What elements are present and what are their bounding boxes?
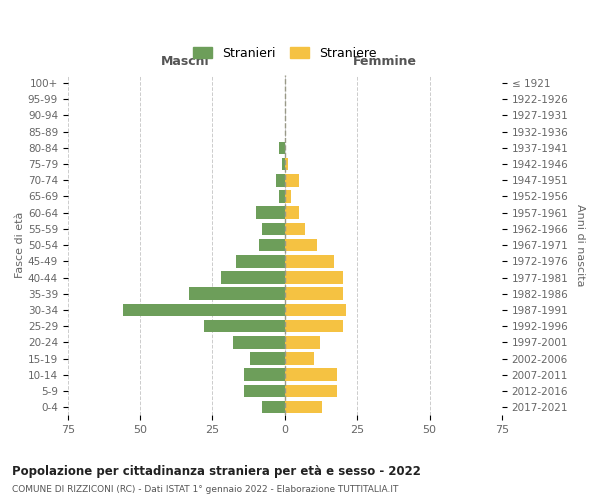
Bar	[262, 401, 285, 413]
Bar	[276, 174, 285, 186]
Bar	[285, 271, 343, 284]
Text: Maschi: Maschi	[161, 55, 209, 68]
Bar	[123, 304, 285, 316]
Text: Femmine: Femmine	[353, 55, 416, 68]
Bar	[279, 190, 285, 203]
Bar	[285, 304, 346, 316]
Bar	[285, 206, 299, 219]
Bar	[221, 271, 285, 284]
Bar	[285, 222, 305, 235]
Bar	[190, 288, 285, 300]
Legend: Stranieri, Straniere: Stranieri, Straniere	[187, 40, 383, 66]
Text: Popolazione per cittadinanza straniera per età e sesso - 2022: Popolazione per cittadinanza straniera p…	[12, 465, 421, 478]
Bar	[250, 352, 285, 365]
Bar	[259, 239, 285, 252]
Bar	[285, 255, 334, 268]
Bar	[244, 384, 285, 398]
Y-axis label: Fasce di età: Fasce di età	[15, 212, 25, 278]
Bar	[285, 158, 287, 170]
Bar	[262, 222, 285, 235]
Text: COMUNE DI RIZZICONI (RC) - Dati ISTAT 1° gennaio 2022 - Elaborazione TUTTITALIA.: COMUNE DI RIZZICONI (RC) - Dati ISTAT 1°…	[12, 485, 398, 494]
Bar	[236, 255, 285, 268]
Bar	[256, 206, 285, 219]
Bar	[285, 320, 343, 332]
Bar	[285, 401, 322, 413]
Bar	[285, 352, 314, 365]
Bar	[285, 174, 299, 186]
Bar	[285, 288, 343, 300]
Bar	[285, 239, 317, 252]
Bar	[279, 142, 285, 154]
Bar	[204, 320, 285, 332]
Bar	[285, 368, 337, 381]
Bar	[285, 384, 337, 398]
Bar	[233, 336, 285, 348]
Y-axis label: Anni di nascita: Anni di nascita	[575, 204, 585, 286]
Bar	[285, 336, 320, 348]
Bar	[285, 190, 290, 203]
Bar	[282, 158, 285, 170]
Bar	[244, 368, 285, 381]
